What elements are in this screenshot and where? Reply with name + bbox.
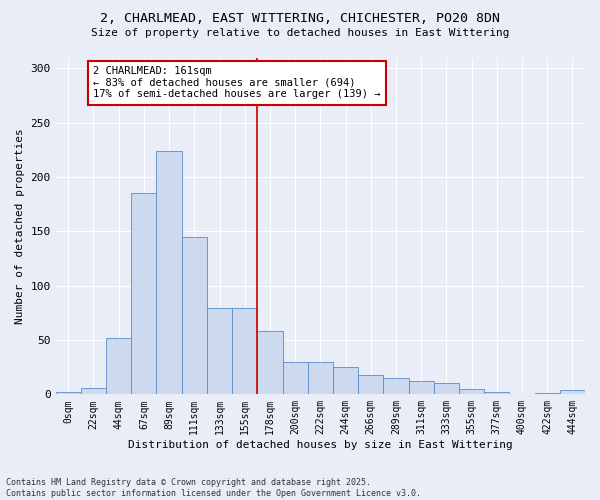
Text: 2, CHARLMEAD, EAST WITTERING, CHICHESTER, PO20 8DN: 2, CHARLMEAD, EAST WITTERING, CHICHESTER… [100,12,500,26]
Bar [257,332,283,394]
Bar [232,308,257,394]
Bar [207,308,232,394]
Bar [358,375,383,394]
Bar [157,151,182,394]
X-axis label: Distribution of detached houses by size in East Wittering: Distribution of detached houses by size … [128,440,513,450]
Bar [106,338,131,394]
Bar [434,384,459,394]
Bar [131,194,157,394]
Text: 2 CHARLMEAD: 161sqm
← 83% of detached houses are smaller (694)
17% of semi-detac: 2 CHARLMEAD: 161sqm ← 83% of detached ho… [94,66,381,100]
Bar [459,389,484,394]
Text: Contains HM Land Registry data © Crown copyright and database right 2025.
Contai: Contains HM Land Registry data © Crown c… [6,478,421,498]
Bar [283,362,308,394]
Bar [560,390,585,394]
Bar [182,237,207,394]
Bar [409,382,434,394]
Bar [383,378,409,394]
Bar [308,362,333,394]
Bar [333,367,358,394]
Bar [484,392,509,394]
Bar [56,392,81,394]
Bar [535,393,560,394]
Text: Size of property relative to detached houses in East Wittering: Size of property relative to detached ho… [91,28,509,38]
Y-axis label: Number of detached properties: Number of detached properties [15,128,25,324]
Bar [81,388,106,394]
